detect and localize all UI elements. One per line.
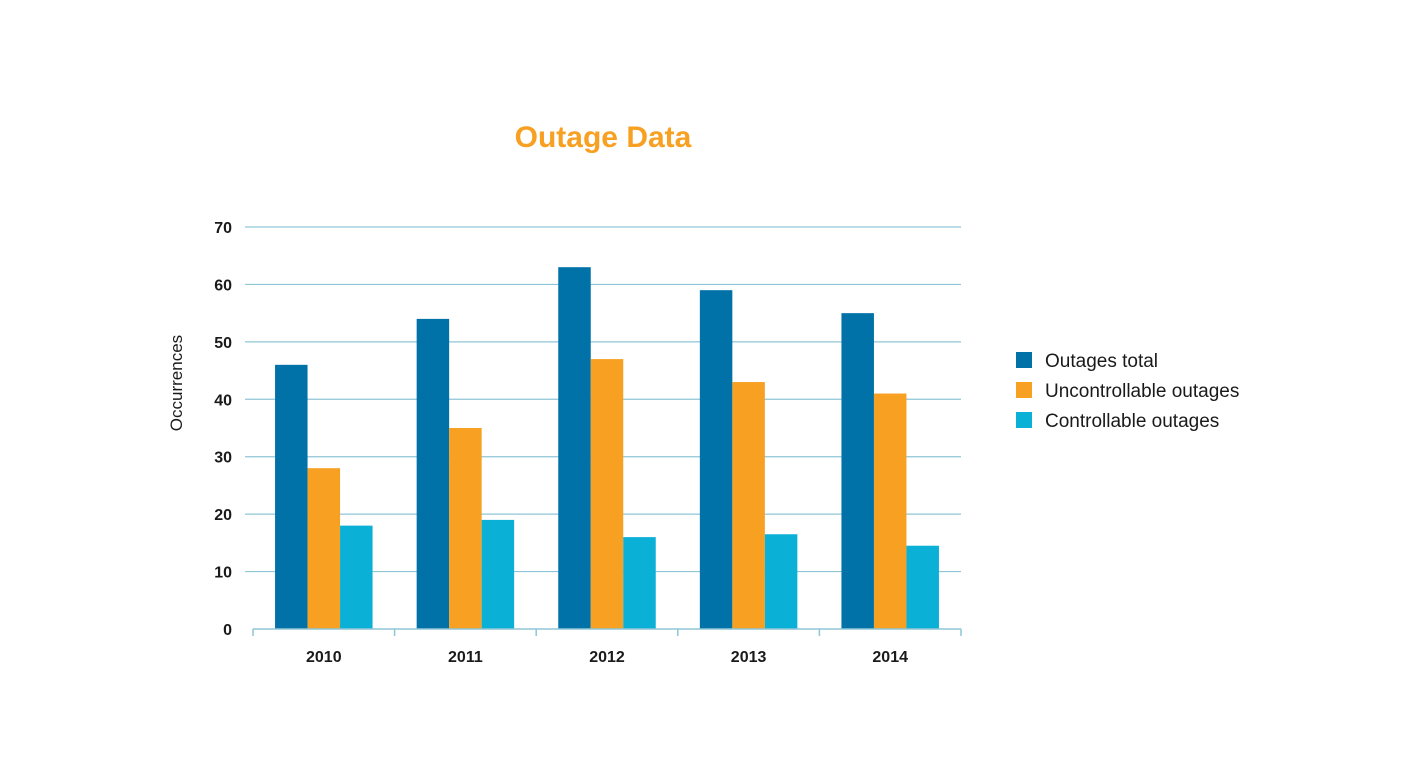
bar-2014-2	[873, 393, 907, 629]
legend-label: Outages total	[1045, 351, 1158, 372]
y-tick-label: 0	[223, 622, 232, 639]
y-tick-label: 70	[214, 220, 232, 237]
x-tick-label: 2014	[872, 649, 908, 666]
y-axis-ticks: 0 10 20 30 40 50 60 70	[214, 220, 232, 639]
bars	[275, 267, 939, 629]
bar-2014-3	[906, 545, 939, 629]
chart-title: Outage Data	[515, 121, 692, 154]
y-tick-label: 40	[214, 392, 232, 409]
bar-2012-3	[623, 537, 656, 629]
y-tick-label: 10	[214, 565, 232, 582]
bar-2012-1	[558, 267, 591, 629]
y-tick-label: 20	[214, 507, 232, 524]
bar-2011-1	[416, 318, 450, 629]
y-axis-label: Occurrences	[167, 335, 186, 431]
y-tick-label: 60	[214, 277, 232, 294]
legend-label: Uncontrollable outages	[1045, 381, 1239, 402]
x-tick-label: 2010	[306, 649, 342, 666]
legend-swatch	[1016, 382, 1032, 398]
bar-2010-3	[340, 525, 373, 629]
bar-2013-2	[732, 382, 765, 629]
bar-2011-2	[449, 428, 482, 629]
x-axis	[252, 628, 962, 636]
y-tick-label: 50	[214, 335, 232, 352]
bar-2013-3	[764, 534, 798, 629]
x-tick-label: 2011	[448, 649, 483, 666]
legend: Outages total Uncontrollable outages Contr…	[1016, 351, 1239, 432]
bar-2014-1	[841, 313, 874, 629]
bar-2010-1	[275, 364, 308, 629]
bar-2010-2	[307, 468, 341, 629]
bar-2013-1	[699, 290, 733, 629]
bar-2012-2	[590, 359, 624, 629]
x-axis-ticks: 2010 2011 2012 2013 2014	[306, 649, 908, 666]
legend-swatch	[1016, 412, 1032, 428]
x-tick-label: 2012	[589, 649, 625, 666]
y-tick-label: 30	[214, 450, 232, 467]
legend-swatch	[1016, 352, 1032, 368]
bar-2011-3	[481, 519, 515, 629]
x-tick-label: 2013	[731, 649, 767, 666]
legend-label: Controllable outages	[1045, 411, 1219, 432]
